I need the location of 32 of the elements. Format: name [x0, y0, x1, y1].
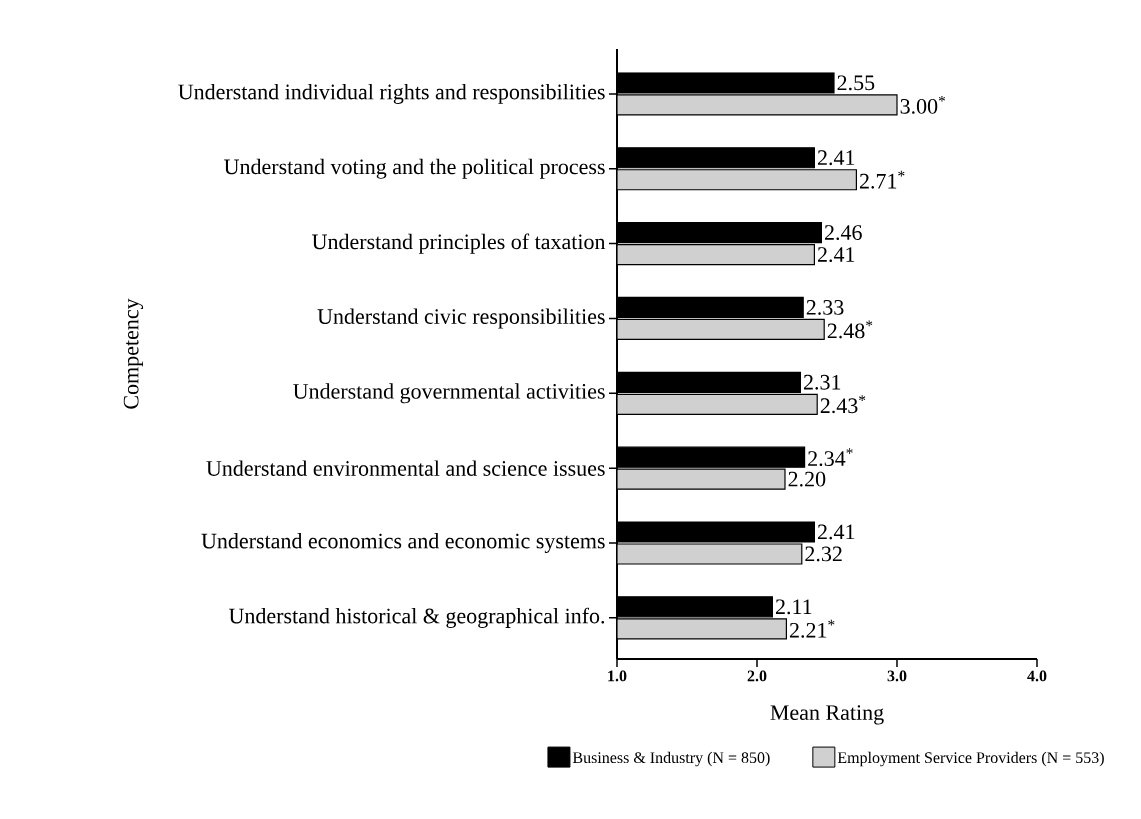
y-tick-label: Understand principles of taxation	[312, 233, 606, 254]
x-axis-title: Mean Rating	[770, 705, 884, 725]
data-label: 2.21$^{*}$	[789, 619, 835, 638]
data-label: 2.71$^{*}$	[859, 170, 905, 189]
x-tick-label: 2.0	[747, 670, 767, 682]
data-label: 2.31	[803, 374, 841, 390]
legend-label: Employment Service Providers (N = 553)	[837, 751, 1104, 767]
y-tick-label: Understand individual rights and responsibilities	[178, 83, 605, 104]
data-label: 2.34$^{*}$	[808, 448, 853, 467]
y-tick-label: Understand historical & geographical info.	[228, 607, 605, 628]
data-label: 2.32	[805, 546, 842, 562]
data-label: 2.41	[817, 247, 855, 263]
y-tick-label: Understand civic responsibilities	[317, 308, 605, 329]
x-tick-label: 1.0	[608, 670, 627, 682]
data-label: 2.46	[824, 225, 862, 241]
data-label: 2.48$^{*}$	[827, 320, 873, 339]
data-label: 3.00$^{*}$	[900, 95, 946, 114]
data-label: 2.41	[817, 150, 855, 166]
legend-label: Business & Industry (N = 850)	[572, 751, 770, 767]
data-label: 2.41	[817, 524, 855, 540]
x-tick-label: 4.0	[1027, 670, 1047, 682]
y-tick-label: Understand governmental activities	[293, 383, 605, 404]
y-tick-label: Understand environmental and science issues	[206, 460, 605, 476]
y-axis-title: Competency	[123, 298, 144, 409]
data-label: 2.43$^{*}$	[820, 395, 866, 414]
data-label: 2.55	[837, 75, 875, 91]
x-tick-label: 3.0	[887, 670, 907, 682]
y-tick-label: Understand voting and the political process	[224, 158, 605, 179]
data-label: 2.33	[806, 300, 844, 315]
y-tick-label: Understand economics and economic systems	[201, 532, 605, 553]
data-label: 2.20	[788, 471, 826, 487]
data-label: 2.11	[775, 599, 812, 615]
